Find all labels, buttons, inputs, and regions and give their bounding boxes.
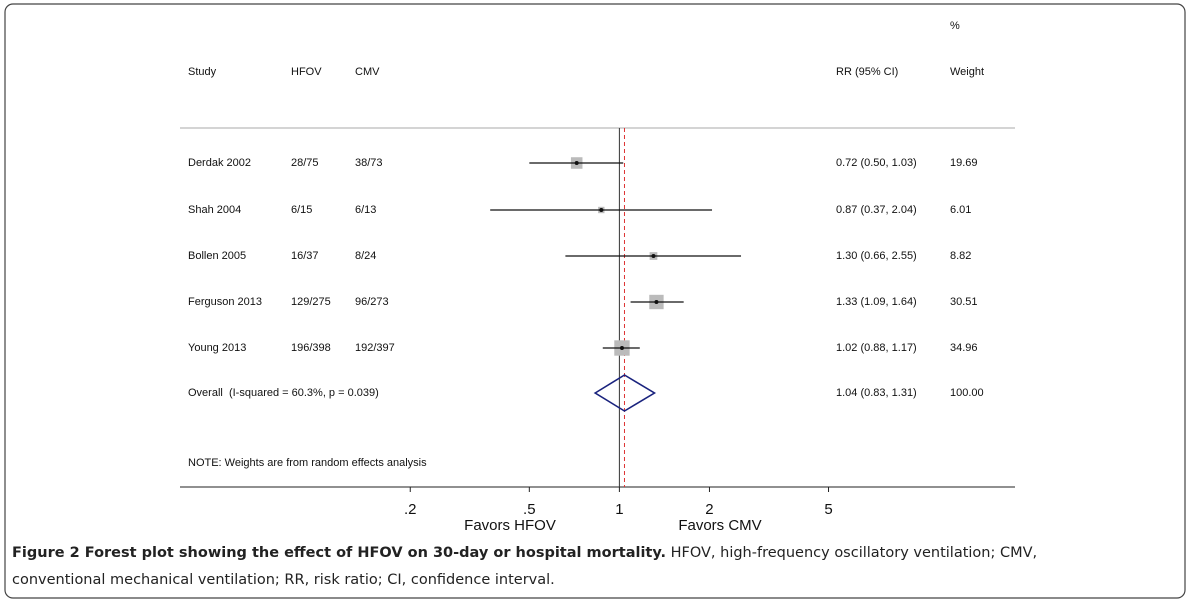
rr-ci: 1.30 (0.66, 2.55) bbox=[836, 250, 917, 262]
note: NOTE: Weights are from random effects an… bbox=[188, 457, 427, 469]
caption-title: Figure 2 Forest plot showing the effect … bbox=[12, 545, 666, 561]
study-name: Shah 2004 bbox=[188, 204, 241, 216]
x-tick-label: .2 bbox=[404, 501, 417, 518]
study-name: Bollen 2005 bbox=[188, 250, 246, 262]
cmv-events: 8/24 bbox=[355, 250, 376, 262]
overall-weight: 100.00 bbox=[950, 387, 984, 399]
header-weight: Weight bbox=[950, 66, 984, 78]
caption-text: HFOV, high-frequency oscillatory ventila… bbox=[671, 545, 1038, 561]
point-estimate bbox=[574, 161, 579, 165]
point-estimate bbox=[654, 300, 659, 304]
caption-line-1: Figure 2 Forest plot showing the effect … bbox=[12, 545, 1037, 561]
hfov-events: 16/37 bbox=[291, 250, 319, 262]
x-tick-label: 2 bbox=[705, 501, 713, 518]
rr-ci: 1.02 (0.88, 1.17) bbox=[836, 342, 917, 354]
favors-left: Favors HFOV bbox=[464, 517, 556, 534]
x-tick-label: 1 bbox=[615, 501, 623, 518]
figure-border bbox=[4, 3, 1186, 599]
hfov-events: 129/275 bbox=[291, 296, 331, 308]
hfov-events: 6/15 bbox=[291, 204, 312, 216]
overall-diamond bbox=[593, 374, 657, 412]
favors-right: Favors CMV bbox=[678, 517, 761, 534]
study-name: Derdak 2002 bbox=[188, 157, 251, 169]
rr-ci: 1.33 (1.09, 1.64) bbox=[836, 296, 917, 308]
weight: 30.51 bbox=[950, 296, 978, 308]
cmv-events: 192/397 bbox=[355, 342, 395, 354]
hfov-events: 196/398 bbox=[291, 342, 331, 354]
study-name: Ferguson 2013 bbox=[188, 296, 262, 308]
header-percent: % bbox=[950, 20, 960, 32]
hfov-events: 28/75 bbox=[291, 157, 319, 169]
point-estimate bbox=[619, 346, 624, 350]
point-estimate bbox=[651, 254, 656, 258]
overall-name: Overall (I-squared = 60.3%, p = 0.039) bbox=[188, 387, 379, 399]
header-rr: RR (95% CI) bbox=[836, 66, 898, 78]
cmv-events: 96/273 bbox=[355, 296, 389, 308]
caption-line-2: conventional mechanical ventilation; RR,… bbox=[12, 572, 555, 588]
x-tick-label: 5 bbox=[824, 501, 832, 518]
header-hfov: HFOV bbox=[291, 66, 322, 78]
overall-rr-ci: 1.04 (0.83, 1.31) bbox=[836, 387, 917, 399]
rr-ci: 0.87 (0.37, 2.04) bbox=[836, 204, 917, 216]
header-cmv: CMV bbox=[355, 66, 380, 78]
weight: 8.82 bbox=[950, 250, 971, 262]
weight: 19.69 bbox=[950, 157, 978, 169]
cmv-events: 6/13 bbox=[355, 204, 376, 216]
study-name: Young 2013 bbox=[188, 342, 246, 354]
x-tick-label: .5 bbox=[523, 501, 536, 518]
point-estimate bbox=[599, 208, 604, 212]
weight: 34.96 bbox=[950, 342, 978, 354]
cmv-events: 38/73 bbox=[355, 157, 383, 169]
rr-ci: 0.72 (0.50, 1.03) bbox=[836, 157, 917, 169]
weight: 6.01 bbox=[950, 204, 971, 216]
header-study: Study bbox=[188, 66, 217, 78]
